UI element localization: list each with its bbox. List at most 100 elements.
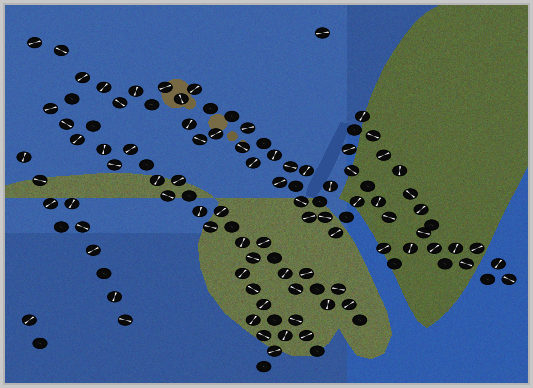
Wedge shape [87,121,100,129]
Wedge shape [257,140,270,149]
Wedge shape [278,268,287,277]
Wedge shape [407,189,417,197]
Wedge shape [284,166,296,172]
Circle shape [268,150,281,160]
Wedge shape [341,212,353,222]
Circle shape [236,268,249,279]
Wedge shape [56,45,68,52]
Circle shape [425,220,439,230]
Wedge shape [54,48,67,55]
Wedge shape [268,316,280,325]
Wedge shape [425,222,438,230]
Wedge shape [54,223,67,232]
Wedge shape [482,274,495,283]
Circle shape [204,222,217,232]
Wedge shape [119,315,132,321]
Wedge shape [228,111,239,121]
Wedge shape [316,28,329,33]
Wedge shape [76,73,87,80]
Wedge shape [174,178,185,185]
Wedge shape [470,243,482,250]
Wedge shape [140,161,152,170]
Circle shape [403,189,417,199]
Wedge shape [214,206,225,215]
Wedge shape [150,175,159,185]
Wedge shape [459,263,472,269]
Wedge shape [174,94,182,104]
Circle shape [246,253,260,263]
Wedge shape [29,42,42,48]
Circle shape [172,175,185,185]
Circle shape [204,104,217,114]
Wedge shape [34,338,47,347]
Wedge shape [330,182,337,191]
Wedge shape [257,364,270,372]
Wedge shape [65,199,74,208]
Circle shape [345,166,359,176]
Wedge shape [17,152,25,162]
Wedge shape [260,301,271,310]
Wedge shape [431,245,441,253]
Wedge shape [188,120,196,129]
Wedge shape [387,260,401,269]
Circle shape [65,199,79,209]
Circle shape [318,212,332,222]
Wedge shape [504,274,516,281]
Circle shape [289,181,303,191]
Wedge shape [417,232,430,238]
Wedge shape [259,241,271,248]
Wedge shape [247,253,260,259]
Wedge shape [195,135,207,141]
Circle shape [33,175,47,185]
Wedge shape [418,206,428,215]
Wedge shape [88,248,100,255]
Circle shape [393,166,407,176]
Wedge shape [158,82,171,89]
Wedge shape [76,225,88,232]
Wedge shape [449,243,457,253]
Wedge shape [114,292,122,302]
Circle shape [481,274,495,284]
Circle shape [310,284,324,294]
Circle shape [108,160,122,170]
Wedge shape [34,175,47,181]
Wedge shape [257,334,269,341]
Wedge shape [236,237,244,247]
Wedge shape [113,100,124,108]
Wedge shape [353,315,367,324]
Circle shape [257,362,271,372]
Wedge shape [97,144,104,154]
Circle shape [470,243,484,253]
Wedge shape [304,167,313,176]
Circle shape [33,338,47,348]
Circle shape [342,300,356,310]
Circle shape [356,111,369,121]
Wedge shape [163,191,175,197]
Circle shape [300,331,313,341]
Wedge shape [313,197,327,205]
Wedge shape [182,192,196,201]
Wedge shape [78,75,90,83]
Circle shape [502,274,516,284]
Circle shape [438,259,452,269]
Wedge shape [44,199,55,206]
Circle shape [361,181,375,191]
Wedge shape [296,197,308,204]
Circle shape [209,129,223,139]
Wedge shape [321,300,328,309]
Wedge shape [366,134,378,141]
Circle shape [377,150,391,160]
Wedge shape [246,315,255,324]
Circle shape [28,38,42,48]
Wedge shape [350,125,361,135]
Wedge shape [180,94,188,104]
Wedge shape [116,98,127,106]
Wedge shape [205,222,217,228]
Wedge shape [481,275,494,284]
Wedge shape [44,104,56,110]
Wedge shape [312,346,324,355]
Wedge shape [56,222,68,231]
Circle shape [97,82,111,92]
Wedge shape [86,123,100,131]
Wedge shape [300,166,309,175]
